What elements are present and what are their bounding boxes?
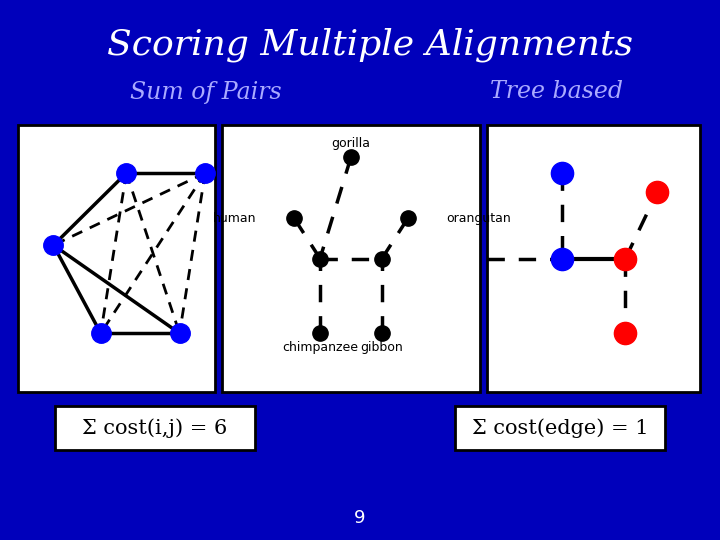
FancyBboxPatch shape	[222, 125, 480, 392]
Text: chimpanzee: chimpanzee	[282, 341, 358, 354]
Text: Sum of Pairs: Sum of Pairs	[130, 80, 282, 104]
FancyBboxPatch shape	[55, 406, 255, 450]
Text: 9: 9	[354, 509, 366, 527]
FancyBboxPatch shape	[455, 406, 665, 450]
FancyBboxPatch shape	[487, 125, 700, 392]
Text: gibbon: gibbon	[361, 341, 403, 354]
Text: Σ cost(edge) = 1: Σ cost(edge) = 1	[472, 418, 648, 438]
Text: Tree based: Tree based	[490, 80, 623, 104]
FancyBboxPatch shape	[18, 125, 215, 392]
Text: Scoring Multiple Alignments: Scoring Multiple Alignments	[107, 28, 633, 62]
Text: gorilla: gorilla	[331, 137, 371, 150]
Text: human: human	[212, 212, 256, 225]
Text: orangutan: orangutan	[446, 212, 510, 225]
Text: Σ cost(i,j) = 6: Σ cost(i,j) = 6	[82, 418, 228, 438]
